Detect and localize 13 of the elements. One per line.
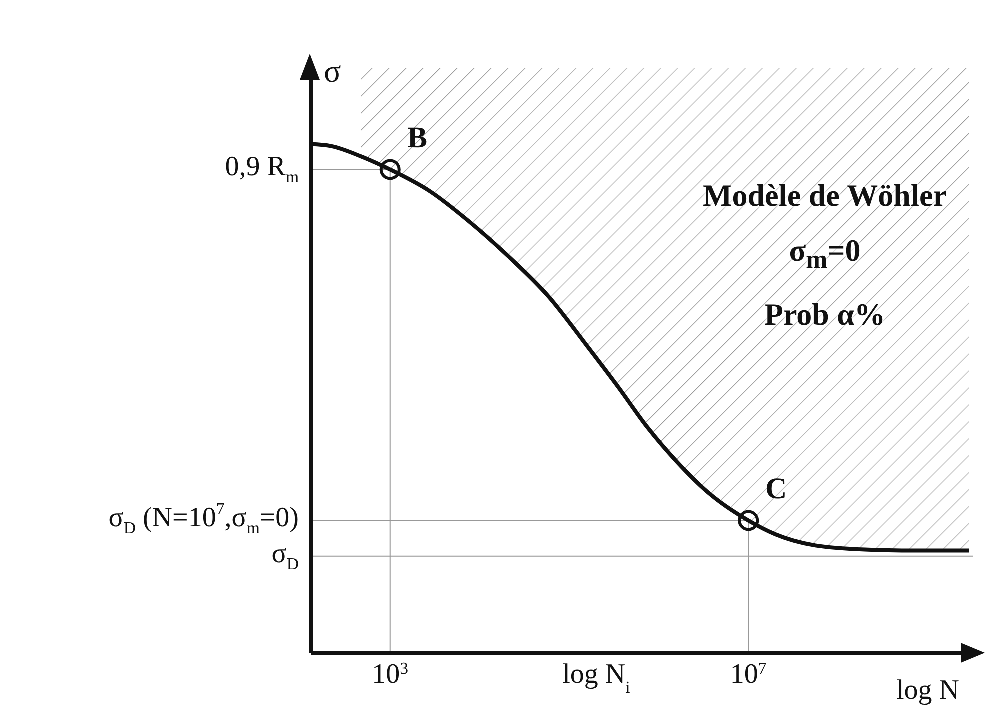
x-tick-label: 10$^{7}$ xyxy=(730,658,767,690)
y-axis-title: σ xyxy=(324,53,342,89)
ref-line-label: σ$_{D}$ (N=10$^{7}$,σ$_{m}$=0) xyxy=(108,500,299,538)
x-tick-label: 10$^{3}$ xyxy=(372,658,409,690)
annotation: σ$_{m}$=0 xyxy=(789,233,861,274)
x-tick-label: log N$_{i}$ xyxy=(562,659,631,696)
annotation: B xyxy=(407,122,428,155)
annotation: C xyxy=(765,472,788,506)
annotation: Prob α% xyxy=(764,297,886,332)
x-axis-title: log N xyxy=(896,675,960,706)
ref-line-label: σ$_{D}$ xyxy=(272,538,299,574)
ref-line-label: 0,9 R$_{m}$ xyxy=(225,152,299,188)
annotation: Modèle de Wöhler xyxy=(703,178,947,213)
